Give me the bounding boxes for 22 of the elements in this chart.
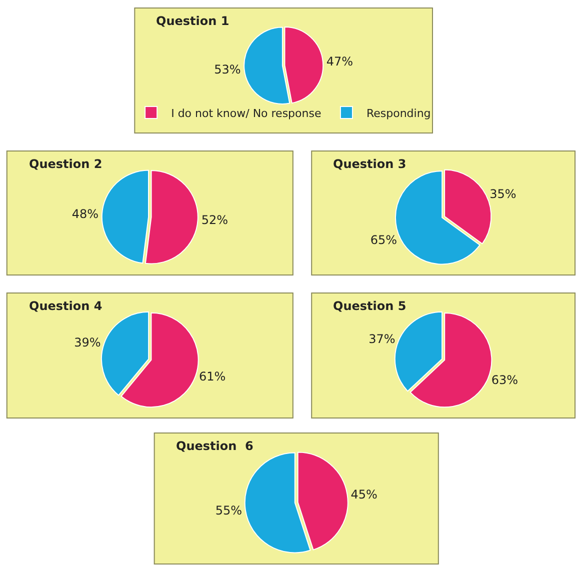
chart-title: Question 1 — [156, 14, 230, 28]
chart-title: Question 6 — [176, 439, 254, 453]
data-label: 48% — [72, 206, 98, 221]
chart-title: Question 5 — [333, 299, 406, 313]
data-label: 63% — [491, 372, 518, 387]
chart-title: Question 3 — [333, 157, 406, 171]
chart-title: Question 2 — [29, 157, 102, 171]
data-label: 47% — [326, 54, 354, 69]
data-label: 39% — [74, 335, 101, 350]
legend-label: I do not know/ No response — [171, 106, 322, 120]
data-label: 37% — [368, 332, 396, 346]
data-label: 52% — [201, 213, 228, 228]
pie-slice — [244, 452, 311, 554]
data-label: 61% — [199, 370, 226, 384]
data-label: 65% — [370, 233, 398, 248]
pie-slice — [297, 452, 348, 550]
data-label: 55% — [215, 504, 242, 518]
legend-label: Responding — [366, 106, 431, 120]
data-label: 35% — [490, 186, 516, 201]
data-label: 45% — [350, 487, 378, 502]
chart-title: Question 4 — [29, 299, 102, 313]
data-label: 53% — [214, 62, 241, 76]
